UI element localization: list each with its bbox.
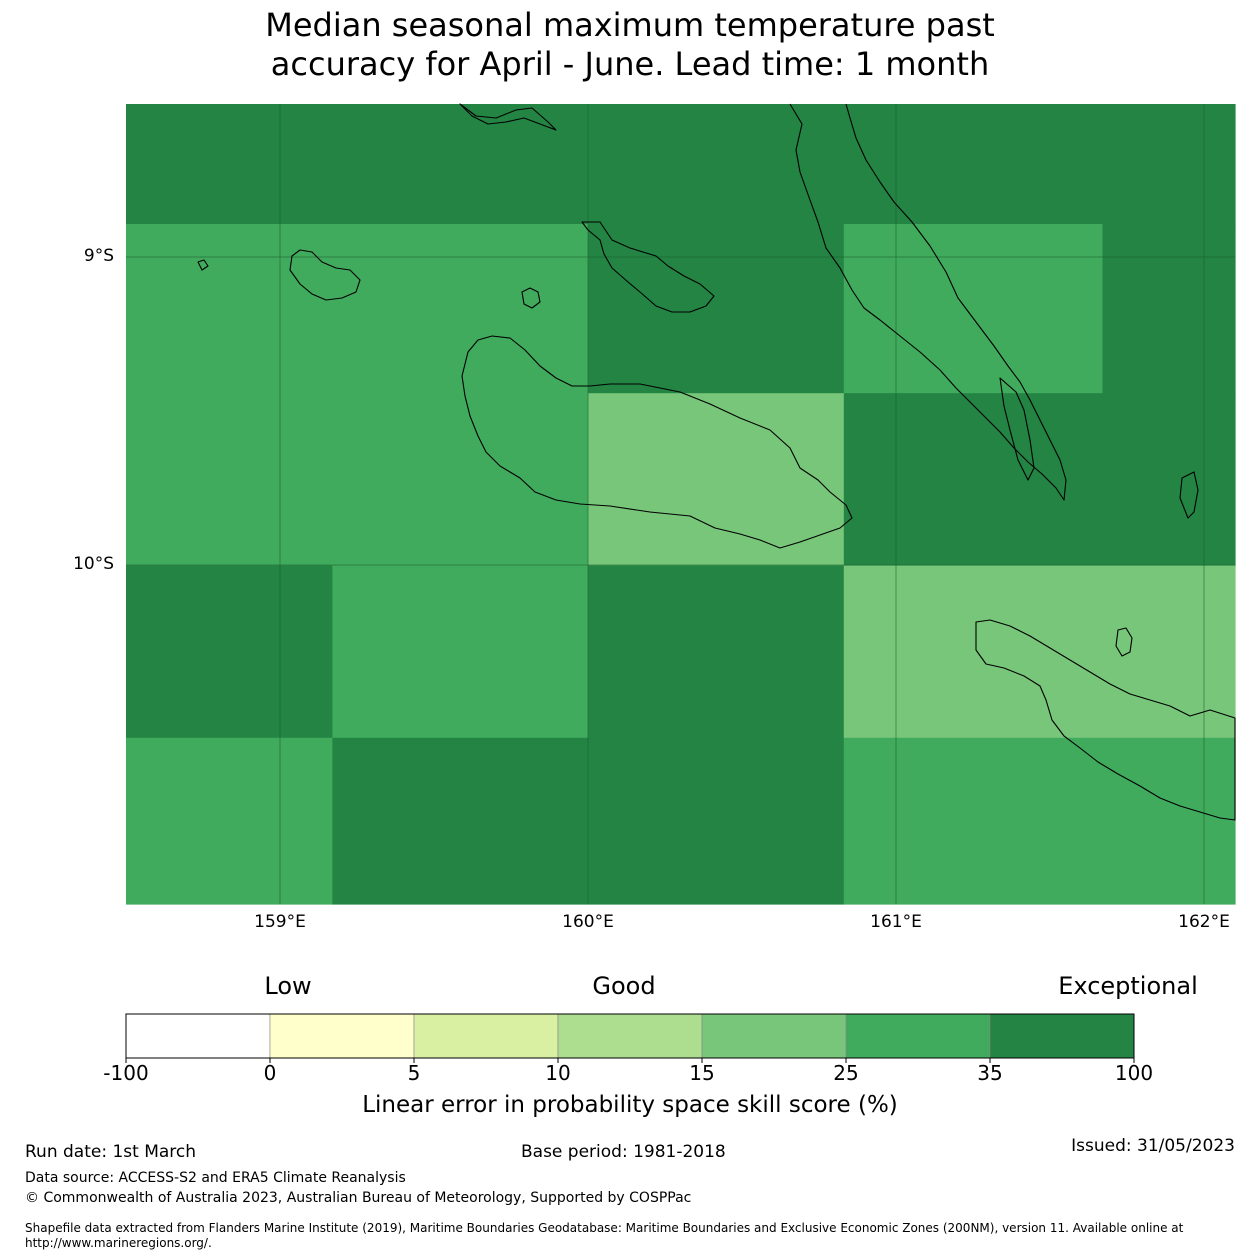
small-islet-west-coastline (197, 259, 209, 271)
skill-cell-13 (843, 737, 1236, 905)
lon-label-161e: 161°E (870, 912, 922, 932)
colorbar-tick-15: 15 (689, 1061, 715, 1085)
lon-label-162e: 162°E (1178, 912, 1230, 932)
legend-category-low: Low (264, 972, 312, 1000)
lon-label-159e: 159°E (254, 912, 306, 932)
ulawa-islands-coastline (1115, 627, 1133, 657)
savo-island-coastline (521, 287, 541, 309)
guadalcanal-coastline (461, 335, 853, 549)
data-source: Data source: ACCESS-S2 and ERA5 Climate … (25, 1170, 406, 1186)
skill-cell-3 (843, 224, 1104, 394)
skill-cell-8 (332, 565, 589, 739)
legend-category-good: Good (592, 972, 656, 1000)
small-island-north-coastline (459, 103, 557, 131)
maramasike-coastline (999, 377, 1035, 481)
skill-cell-12 (332, 737, 589, 905)
title-line-1: Median seasonal maximum temperature past (265, 6, 995, 44)
skill-cell-10 (843, 565, 1236, 739)
lon-label-160e: 160°E (562, 912, 614, 932)
coastlines (197, 103, 1236, 821)
colorbar-tick-100: 100 (1114, 1061, 1154, 1085)
russell-islands-coastline (289, 249, 361, 301)
skill-grid (126, 104, 1236, 905)
shapefile-credit: Shapefile data extracted from Flanders M… (25, 1221, 1184, 1250)
colorbar-tick-10: 10 (545, 1061, 571, 1085)
legend-category-exceptional: Exceptional (1058, 972, 1198, 1000)
colorbar-tick-neg100: -100 (103, 1061, 149, 1085)
chart-title: Median seasonal maximum temperature past… (0, 6, 1260, 84)
florida-islands-coastline (581, 221, 715, 313)
skill-cell-6 (843, 393, 1236, 567)
skill-cell-11 (126, 737, 333, 905)
malaita-coastline (789, 103, 1067, 501)
base-period: Base period: 1981-2018 (521, 1142, 726, 1162)
lat-label-10s: 10°S (73, 554, 114, 574)
east-islet-coastline (1179, 471, 1199, 519)
copyright: © Commonwealth of Australia 2023, Austra… (25, 1190, 692, 1206)
skill-cell-0 (126, 104, 1236, 225)
run-date: Run date: 1st March (25, 1142, 197, 1162)
colorbar-tick-25: 25 (833, 1061, 859, 1085)
skill-cell-1 (126, 224, 589, 567)
lat-label-9s: 9°S (83, 246, 114, 266)
colorbar-tick-35: 35 (977, 1061, 1003, 1085)
issued-date: Issued: 31/05/2023 (1071, 1136, 1235, 1156)
colorbar-tick-5: 5 (407, 1061, 421, 1085)
skill-cell-4 (1102, 224, 1236, 394)
skill-cell-5 (588, 393, 845, 567)
skill-cell-2 (588, 224, 845, 394)
colorbar-title: Linear error in probability space skill … (362, 1092, 898, 1118)
skill-cell-9 (588, 565, 845, 905)
colorbar-tick-0: 0 (263, 1061, 277, 1085)
graticule (126, 104, 1235, 904)
title-line-2: accuracy for April - June. Lead time: 1 … (270, 45, 990, 83)
skill-cell-7 (126, 565, 333, 739)
makira-coastline (975, 619, 1236, 821)
